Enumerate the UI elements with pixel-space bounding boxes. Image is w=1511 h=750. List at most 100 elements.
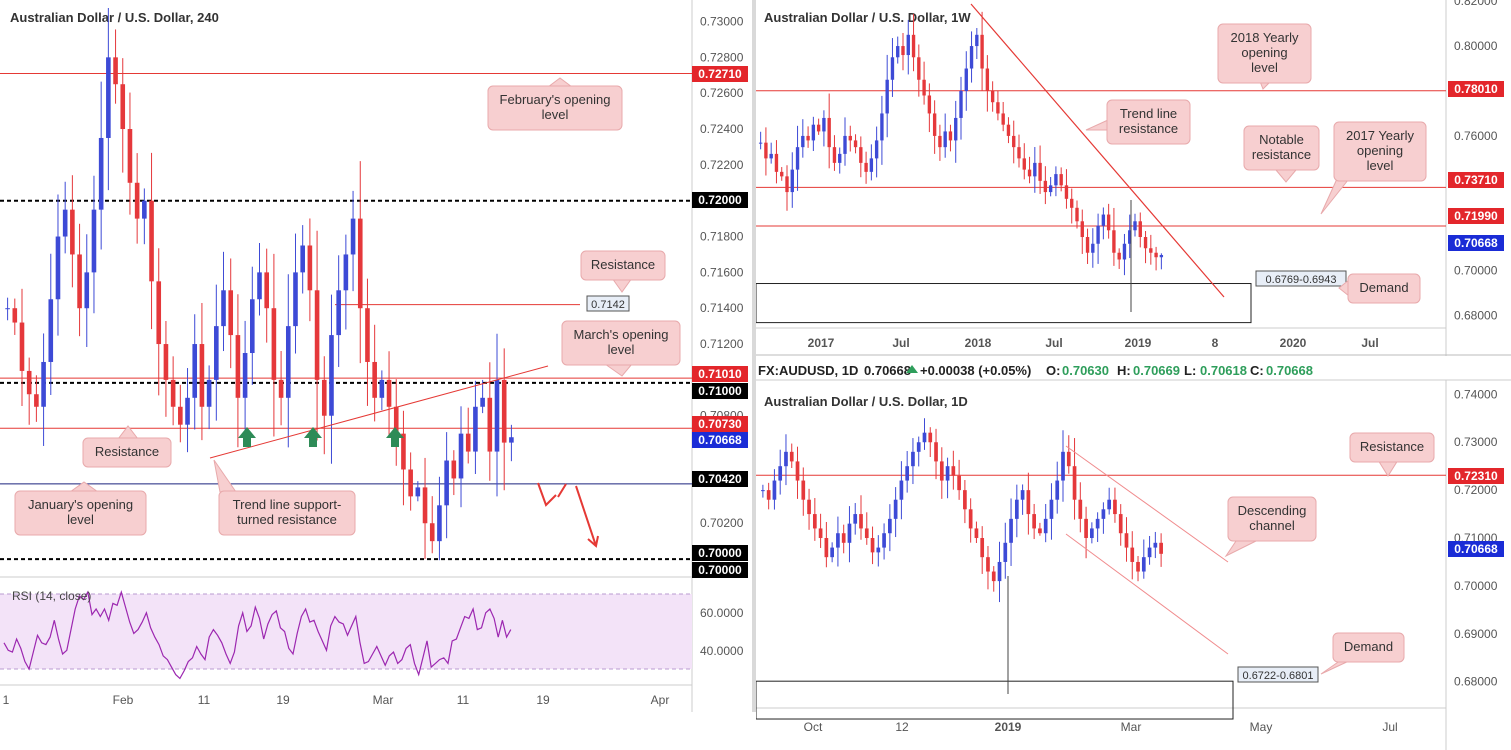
w1-callout-notable-box (1243, 125, 1320, 171)
w1-candle-body (1059, 174, 1063, 186)
w1-candle-body (932, 113, 937, 136)
h4-price-tag: 0.72000 (698, 193, 742, 207)
w1-callout-2017-text: level (1367, 158, 1394, 173)
w1-callout-2017-text: opening (1357, 143, 1403, 158)
w1-candle-body (927, 95, 932, 114)
h4-callout-feb-open-box (487, 85, 623, 131)
h4-x-tick-label: Mar (373, 693, 394, 707)
w1-chart-panel[interactable]: Australian Dollar / U.S. Dollar, 1W 0.820… (756, 0, 1511, 356)
w1-x-tick-label: 2017 (808, 336, 835, 350)
d1-callout-channel-pointer (1224, 540, 1257, 558)
w1-candle-body (822, 117, 826, 132)
w1-x-tick-label: Jul (1361, 336, 1378, 350)
rsi-label: RSI (14, close) (12, 589, 91, 603)
w1-candle-body (1154, 252, 1158, 258)
d1-candle-body (1101, 509, 1106, 519)
w1-candle-body (943, 131, 947, 148)
h4-candle-body (199, 344, 205, 407)
h4-candle-body (494, 379, 500, 452)
h4-price-tag-bg (692, 432, 748, 448)
w1-candle-body (832, 147, 837, 163)
h4-candle-body (386, 379, 392, 407)
d1-ohlc-value: 0.70668 (1266, 363, 1313, 378)
w1-candle-body (1096, 225, 1100, 244)
h4-price-tag-bg (692, 416, 748, 432)
vertical-divider[interactable] (752, 0, 756, 712)
h4-candle-body (480, 397, 485, 407)
w1-candle-body (1048, 185, 1053, 193)
h4-price-tag: 0.70000 (698, 546, 742, 560)
h4-resistance-value: 0.7142 (591, 299, 625, 311)
w1-x-tick-label: Jul (1045, 336, 1062, 350)
d1-candle-body (1130, 547, 1135, 562)
w1-candle-body (1054, 174, 1058, 186)
h4-candle-body (357, 218, 363, 309)
d1-candle-body (1003, 542, 1008, 562)
d1-candle-body (1026, 490, 1031, 515)
h4-candle-body (84, 272, 90, 309)
h4-chart-panel[interactable]: Australian Dollar / U.S. Dollar, 240 0.73… (0, 0, 752, 712)
w1-candle-body (1006, 124, 1011, 136)
w1-candle-body (1133, 221, 1137, 231)
h4-x-tick-label: 19 (276, 693, 290, 707)
d1-candle-body (1049, 499, 1054, 519)
d1-candle-body (784, 451, 788, 467)
d1-candle-body (1107, 499, 1112, 510)
d1-candle-body (1113, 499, 1117, 515)
w1-callout-2018-text: opening (1241, 45, 1287, 60)
d1-callout-channel-text: channel (1249, 518, 1295, 533)
h4-y-tick-label: 0.71600 (700, 265, 744, 279)
d1-candle-body (1124, 533, 1129, 548)
h4-chart[interactable]: Australian Dollar / U.S. Dollar, 240 0.73… (0, 0, 752, 712)
d1-candle-body (830, 547, 834, 558)
d1-ohlc-label: C: (1250, 363, 1264, 378)
rsi-tick-label: 40.0000 (700, 644, 744, 658)
d1-candle-body (905, 466, 910, 481)
d1-change: +0.00038 (+0.05%) (920, 363, 1031, 378)
h4-red-arrow-3 (575, 485, 599, 548)
h4-candle-body (343, 254, 349, 291)
w1-callout-demand-text: Demand (1359, 280, 1408, 295)
h4-candle-body (437, 505, 442, 542)
d1-candle-body (772, 480, 777, 500)
h4-candle-body (41, 361, 46, 407)
h4-candle-body (142, 200, 147, 219)
w1-candle-body (1112, 230, 1116, 253)
h4-y-tick-label: 0.71200 (700, 337, 744, 351)
w1-chart[interactable]: Australian Dollar / U.S. Dollar, 1W 0.820… (756, 0, 1511, 356)
w1-candle-body (1128, 230, 1132, 244)
h4-callout-trend-support-text: turned resistance (237, 512, 337, 527)
h4-x-tick-label: 1 (3, 693, 10, 707)
h4-candle-body (473, 406, 478, 452)
d1-chart[interactable]: FX:AUDUSD, 1D 0.70668 +0.00038 (+0.05%) O: 0… (756, 356, 1511, 750)
w1-callout-notable-text: Notable (1259, 132, 1304, 147)
d1-candle-body (876, 547, 881, 553)
d1-chart-panel[interactable]: FX:AUDUSD, 1D 0.70668 +0.00038 (+0.05%) O: 0… (756, 356, 1511, 750)
h4-callout-trend-support-text: Trend line support- (233, 497, 342, 512)
d1-symbol-label: FX:AUDUSD, 1D (758, 363, 858, 378)
h4-price-tag-bg (692, 192, 748, 208)
w1-candle-body (774, 153, 779, 172)
h4-candle-body (408, 469, 413, 497)
h4-y-tick-label: 0.73000 (700, 15, 744, 29)
d1-price-tag-bg (1448, 541, 1504, 557)
h4-candle-body (314, 290, 320, 380)
w1-candle-body (811, 124, 816, 141)
w1-candle-body (890, 57, 895, 80)
w1-candle-body (1001, 113, 1005, 125)
d1-x-tick-label: 12 (895, 720, 909, 734)
d1-channel-upper (1065, 445, 1229, 563)
w1-candle-body (843, 135, 847, 154)
h4-chart-title: Australian Dollar / U.S. Dollar, 240 (10, 10, 219, 25)
d1-candle-body (812, 514, 817, 529)
d1-candle-body (916, 442, 921, 452)
h4-price-tag: 0.71010 (698, 367, 742, 381)
h4-candle-body (149, 200, 154, 282)
w1-y-tick-label: 0.70000 (1454, 264, 1498, 278)
w1-callout-trend-res-box (1106, 99, 1191, 145)
rsi-tick-label: 60.0000 (700, 606, 744, 620)
d1-candle-body (1055, 480, 1060, 500)
h4-candle-body (77, 254, 82, 309)
h4-candle-body (487, 397, 493, 452)
w1-candle-body (827, 117, 831, 148)
